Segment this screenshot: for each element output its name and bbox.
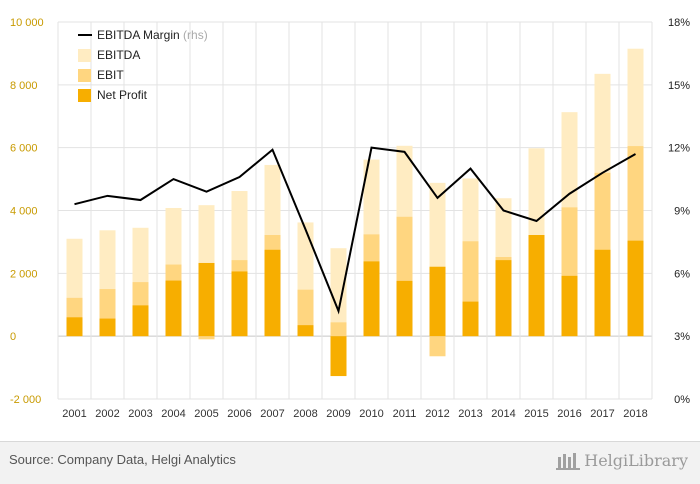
x-tick-label: 2010 (359, 408, 383, 420)
library-icon (556, 449, 580, 471)
x-tick-label: 2016 (557, 408, 581, 420)
bar-ebit (430, 336, 446, 356)
legend-label-text: Net Profit (97, 88, 148, 102)
bar-net-profit (166, 281, 182, 337)
bar-net-profit (529, 235, 545, 336)
legend-label-text: EBIT (97, 68, 124, 82)
x-tick-label: 2006 (227, 408, 251, 420)
x-tick-label: 2018 (623, 408, 647, 420)
y2-tick-label: 6% (674, 268, 690, 280)
chart: 10 000 8 000 6 000 4 000 2 000 0 -2 000 18% 15% 1… (0, 0, 700, 441)
legend-label-note: (rhs) (180, 28, 208, 42)
y-tick-label: 0 (10, 331, 16, 343)
bar-net-profit (232, 271, 248, 336)
x-tick-label: 2007 (260, 408, 284, 420)
bar-net-profit (397, 281, 413, 336)
y-tick-label: 8 000 (10, 80, 38, 92)
source-text: Source: Company Data, Helgi Analytics (9, 452, 236, 467)
legend-label-ebitda: EBITDA (97, 48, 140, 62)
brand-name: HelgiLibrary (584, 451, 688, 470)
y-tick-label: 2 000 (10, 268, 38, 280)
legend-swatch-ebitda (78, 49, 91, 62)
x-tick-label: 2011 (393, 408, 417, 420)
y-tick-label: 10 000 (10, 17, 44, 29)
bar-net-profit (67, 317, 83, 336)
x-tick-label: 2012 (425, 408, 449, 420)
bar-net-profit (562, 276, 578, 336)
y2-tick-label: 18% (668, 17, 690, 29)
x-tick-label: 2001 (62, 408, 86, 420)
bar-net-profit (331, 336, 347, 376)
x-tick-label: 2014 (491, 408, 515, 420)
legend-label-text: EBITDA (97, 48, 140, 62)
x-tick-label: 2004 (161, 408, 185, 420)
legend-swatch-net-profit (78, 89, 91, 102)
bar-net-profit (628, 241, 644, 337)
x-tick-label: 2008 (293, 408, 317, 420)
bar-net-profit (298, 325, 314, 336)
bar-net-profit (463, 302, 479, 337)
footer: Source: Company Data, Helgi Analytics He… (0, 441, 700, 484)
bar-ebit (331, 322, 347, 336)
brand-logo: HelgiLibrary (556, 449, 688, 471)
legend-swatch-ebit (78, 69, 91, 82)
x-tick-label: 2003 (128, 408, 152, 420)
x-tick-label: 2013 (458, 408, 482, 420)
y-tick-label: 4 000 (10, 206, 38, 218)
bar-net-profit (265, 250, 281, 336)
legend: EBITDA Margin (rhs) EBITDA EBIT Net Profit (78, 28, 208, 102)
y2-tick-label: 12% (668, 143, 690, 155)
y2-tick-label: 9% (674, 206, 690, 218)
y2-tick-label: 3% (674, 331, 690, 343)
legend-label-text: EBITDA Margin (97, 28, 180, 42)
legend-label-net-profit: Net Profit (97, 88, 148, 102)
bar-net-profit (133, 305, 149, 336)
x-tick-label: 2005 (194, 408, 218, 420)
y-tick-label: 6 000 (10, 143, 38, 155)
bar-net-profit (199, 263, 215, 336)
legend-label-ebitda-margin: EBITDA Margin (rhs) (97, 28, 208, 42)
x-tick-label: 2017 (590, 408, 614, 420)
y2-tick-label: 0% (674, 394, 690, 406)
bar-net-profit (430, 267, 446, 336)
bar-net-profit (496, 260, 512, 336)
bar-net-profit (595, 250, 611, 336)
legend-label-ebit: EBIT (97, 68, 124, 82)
x-tick-label: 2015 (524, 408, 548, 420)
y-tick-label: -2 000 (10, 394, 41, 406)
bar-ebit (199, 336, 215, 339)
bar-net-profit (100, 319, 116, 337)
x-tick-label: 2009 (326, 408, 350, 420)
y2-tick-label: 15% (668, 80, 690, 92)
x-tick-label: 2002 (95, 408, 119, 420)
bar-net-profit (364, 261, 380, 336)
